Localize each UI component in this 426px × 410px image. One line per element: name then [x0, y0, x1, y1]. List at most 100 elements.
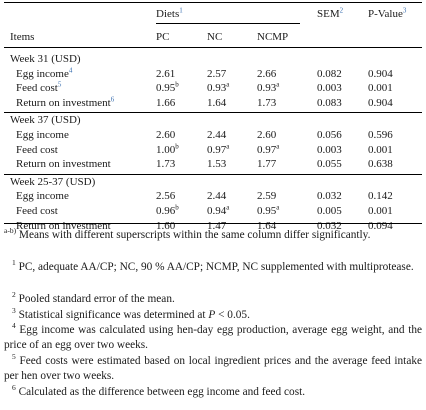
- footnote-5: 5 Feed costs were estimated based on loc…: [4, 352, 422, 383]
- cell-nc-value: 2.57: [207, 67, 227, 80]
- cell-nc-value: 1.53: [207, 158, 227, 171]
- cell-pc: 1.60: [156, 220, 175, 233]
- pvalue-header: P-Value3: [368, 6, 407, 21]
- cell-nc-value: 0.93: [207, 82, 227, 95]
- cell-pvalue-value: 0.094: [368, 219, 393, 232]
- cell-ncmp: 0.93a: [257, 81, 279, 95]
- footnote-marker: 6: [12, 383, 16, 393]
- cell-pc-value: 2.61: [156, 67, 176, 80]
- section-title: Week 25-37 (USD): [10, 176, 95, 189]
- footnote-marker: 4: [12, 321, 16, 331]
- cell-ncmp-value: 1.64: [257, 219, 277, 232]
- cell-pvalue: 0.904: [368, 68, 393, 81]
- cell-pc-value: 0.96: [156, 205, 176, 217]
- cell-pc-value: 0.95: [156, 82, 176, 95]
- cell-sem-value: 0.003: [317, 82, 342, 95]
- cell-nc-value: 1.64: [207, 96, 227, 109]
- cell-ncmp-value: 1.77: [257, 158, 277, 171]
- row-label: Return on investment: [16, 220, 111, 233]
- cell-pc-superscript: b: [175, 80, 179, 89]
- cell-pc: 1.73: [156, 158, 175, 171]
- cell-nc: 0.93a: [207, 81, 229, 95]
- cell-ncmp: 0.97a: [257, 141, 280, 157]
- cell-pvalue-value: 0.596: [368, 129, 393, 141]
- col-header-nc: NC: [207, 31, 223, 43]
- row-label: Feed cost5: [16, 80, 62, 95]
- cell-pvalue: 0.142: [368, 190, 393, 203]
- cell-nc: 2.44: [207, 129, 226, 142]
- cell-pc: 2.56: [156, 190, 175, 203]
- cell-nc: 1.64: [207, 97, 226, 110]
- cell-nc-superscript: a: [226, 203, 230, 212]
- cell-pc: 2.60: [156, 129, 175, 142]
- cell-nc-value: 1.47: [207, 219, 227, 232]
- row-label-value: Return on investment: [16, 158, 111, 171]
- col-header-pc: PC: [156, 31, 170, 43]
- cell-ncmp: 1.77: [257, 158, 276, 171]
- row-label: Feed cost: [16, 205, 58, 218]
- cell-nc: 0.94a: [207, 203, 230, 218]
- cell-nc: 2.57: [207, 68, 226, 81]
- footnote-text: Feed costs were estimated based on local…: [4, 355, 422, 382]
- cell-sem: 0.005: [317, 205, 342, 218]
- cell-ncmp: 2.59: [257, 190, 276, 203]
- cell-sem: 0.056: [317, 129, 342, 142]
- footnote-marker: 5: [12, 352, 16, 362]
- cell-nc: 1.53: [207, 158, 226, 171]
- cell-sem: 0.003: [317, 82, 342, 95]
- footnote-text-italic: P: [208, 309, 216, 321]
- cell-pvalue-value: 0.904: [368, 67, 393, 80]
- cell-ncmp-value: 2.59: [257, 190, 277, 203]
- cell-sem-value: 0.032: [317, 190, 342, 203]
- cell-nc: 0.97a: [207, 141, 230, 157]
- footnote-text: Calculated as the difference between egg…: [18, 386, 306, 398]
- row-label: Egg income: [16, 190, 69, 203]
- cell-ncmp: 0.95a: [257, 203, 280, 218]
- footnote-6: 6 Calculated as the difference between e…: [4, 383, 422, 400]
- cell-pc: 1.00b: [156, 142, 179, 157]
- cell-sem-value: 0.082: [317, 67, 342, 80]
- cell-pvalue-value: 0.001: [368, 143, 393, 156]
- cell-ncmp-superscript: a: [276, 141, 280, 150]
- row-label-superscript[interactable]: 6: [110, 95, 115, 104]
- diets-header: Diets1: [156, 6, 183, 21]
- cell-ncmp-value: 1.73: [257, 96, 277, 109]
- cell-nc-superscript: a: [226, 141, 230, 150]
- pvalue-footnote-ref[interactable]: 3: [402, 6, 407, 15]
- row-label: Return on investment: [16, 158, 111, 171]
- sem-label: SEM: [317, 8, 340, 20]
- footnote-2: 2 Pooled standard error of the mean.: [4, 291, 422, 307]
- cell-pc: 0.96b: [156, 203, 179, 218]
- sem-footnote-ref[interactable]: 2: [339, 6, 344, 15]
- row-label-value: Egg income: [16, 67, 69, 80]
- footnote-1: 1 PC, adequate AA/CP; NC, 90 % AA/CP; NC…: [4, 258, 422, 275]
- row-label-value: Feed cost: [16, 205, 58, 217]
- row-label: Egg income4: [16, 65, 73, 81]
- row-label-superscript[interactable]: 4: [68, 65, 73, 74]
- cell-pvalue: 0.094: [368, 220, 393, 233]
- footnote-3: 3 Statistical significance was determine…: [4, 307, 422, 323]
- table-top-rule: [4, 2, 422, 3]
- footnote-marker: 1: [12, 258, 16, 268]
- cell-sem: 0.083: [317, 97, 342, 110]
- cell-sem-value: 0.005: [317, 205, 342, 217]
- cell-nc-value: 0.97: [207, 143, 227, 156]
- diets-footnote-ref[interactable]: 1: [179, 6, 183, 15]
- cell-nc-value: 0.94: [207, 205, 227, 217]
- pvalue-label: P-Value: [368, 8, 403, 20]
- cell-ncmp-value: 0.95: [257, 205, 277, 217]
- footnote-text: PC, adequate AA/CP; NC, 90 % AA/CP; NCMP…: [18, 261, 414, 273]
- cell-ncmp: 2.60: [257, 129, 276, 142]
- cell-sem: 0.032: [317, 220, 342, 233]
- cell-ncmp-superscript: a: [276, 203, 280, 212]
- cell-pc-value: 1.60: [156, 219, 176, 232]
- cell-pc-superscript: b: [175, 203, 179, 212]
- table-bottom-rule: [4, 223, 422, 224]
- section-title-value: Week 31 (USD): [10, 53, 81, 65]
- row-label-value: Feed cost: [16, 82, 58, 95]
- cell-ncmp-value: 2.60: [257, 129, 277, 141]
- section-divider: [4, 173, 422, 175]
- row-label-superscript[interactable]: 5: [57, 80, 62, 89]
- section-title: Week 31 (USD): [10, 53, 81, 66]
- cell-pc-value: 2.56: [156, 190, 176, 203]
